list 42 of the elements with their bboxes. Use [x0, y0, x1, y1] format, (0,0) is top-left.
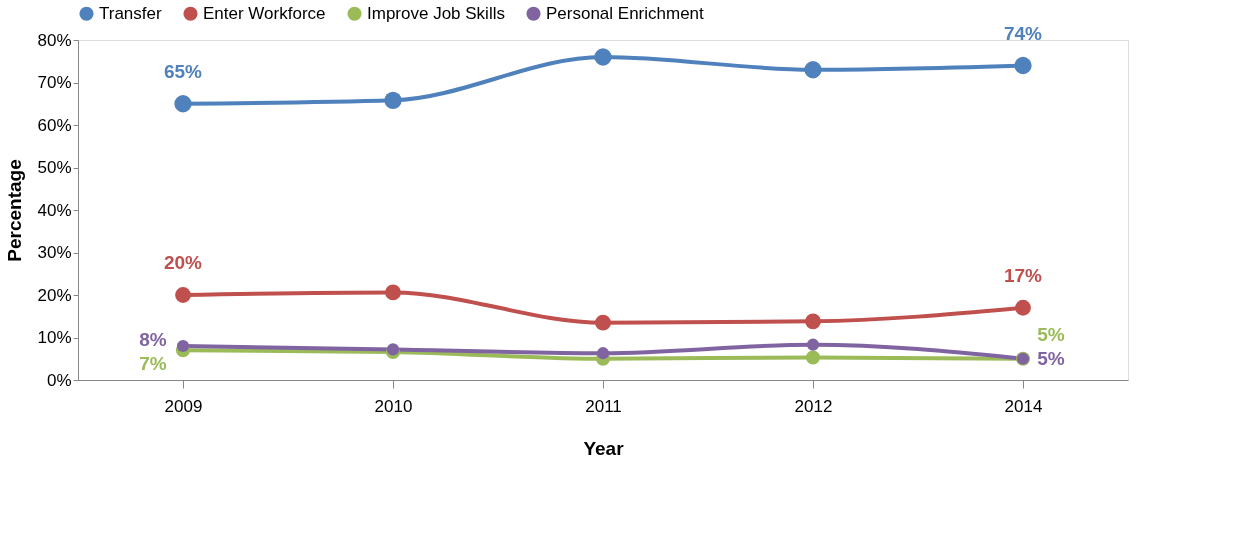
x-tick-label: 2011: [585, 396, 622, 416]
y-tick-label: 30%: [37, 243, 72, 262]
y-tick-label: 20%: [37, 285, 72, 305]
point: [1015, 299, 1031, 316]
data-label: 74%: [1003, 22, 1043, 44]
y-tick-label: 50%: [37, 158, 72, 177]
point: [806, 338, 820, 351]
y-tick-label: 40%: [37, 200, 72, 220]
data-label: 17%: [1003, 264, 1043, 286]
data-label: 20%: [163, 252, 203, 273]
x-axis-title: Year: [583, 437, 625, 459]
point: [596, 347, 610, 360]
y-tick-label: 10%: [37, 328, 72, 347]
data-label: 8%: [139, 329, 167, 350]
point: [384, 91, 402, 109]
data-label: 7%: [139, 353, 167, 375]
legend-label: Personal Enrichment: [546, 3, 705, 23]
y-tick-label: 70%: [37, 73, 72, 92]
legend-label: Improve Job Skills: [367, 3, 505, 23]
legend-label: Transfer: [99, 3, 162, 23]
x-tick-label: 2010: [374, 396, 413, 416]
point: [804, 61, 822, 79]
x-tick-label: 2014: [1004, 396, 1043, 416]
point: [174, 95, 192, 113]
legend-label: Enter Workforce: [203, 3, 326, 23]
point: [175, 287, 191, 303]
point: [805, 350, 821, 365]
point: [385, 284, 401, 301]
x-tick-label: 2009: [164, 396, 203, 416]
y-tick-label: 80%: [37, 30, 72, 50]
point: [1014, 56, 1032, 75]
y-tick-label: 60%: [37, 115, 72, 135]
point: [595, 314, 611, 331]
data-label: 65%: [163, 60, 203, 82]
y-tick-label: 0%: [46, 370, 72, 390]
point: [176, 339, 190, 353]
point: [805, 313, 821, 330]
y-axis-title: Percentage: [4, 159, 26, 262]
data-label: 5%: [1037, 323, 1065, 345]
point: [594, 48, 612, 66]
data-label: 5%: [1037, 347, 1065, 369]
x-tick-label: 2012: [794, 396, 833, 416]
